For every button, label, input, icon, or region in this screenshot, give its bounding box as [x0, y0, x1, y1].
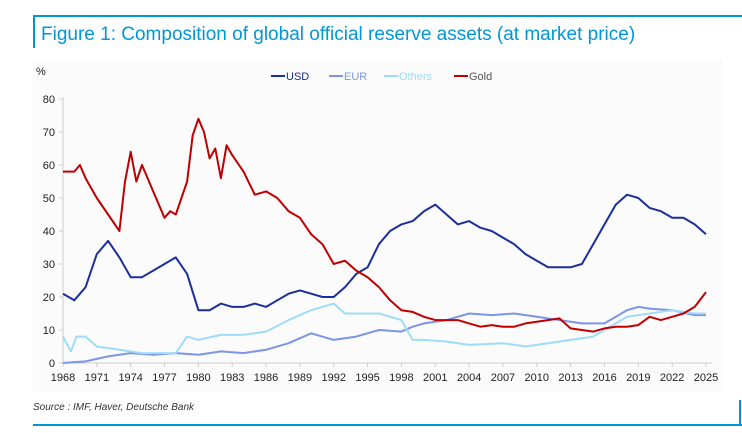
series-line-gold: [63, 117, 707, 333]
x-tick-label: 1992: [321, 372, 345, 384]
y-tick-label: 70: [43, 127, 55, 139]
legend-label-eur: EUR: [344, 71, 367, 83]
x-tick-label: 1968: [51, 372, 75, 384]
frame-right-border: [739, 400, 741, 426]
x-tick-label: 2010: [525, 372, 549, 384]
y-tick-label: 50: [43, 193, 55, 205]
x-tick-label: 1980: [186, 372, 210, 384]
series-line-others: [62, 302, 706, 355]
x-tick-label: 1995: [355, 372, 379, 384]
x-tick-label: 2022: [660, 372, 684, 384]
y-tick-label: 80: [43, 94, 55, 106]
chart-background: [33, 60, 723, 392]
x-tick-label: 2013: [558, 372, 582, 384]
x-tick-label: 2025: [694, 372, 718, 384]
x-tick-label: 2019: [626, 372, 650, 384]
y-tick-label: 10: [43, 325, 55, 337]
x-tick-label: 1974: [118, 372, 142, 384]
legend-label-gold: Gold: [469, 71, 492, 83]
y-tick-label: 40: [43, 226, 55, 238]
legend-label-usd: USD: [286, 71, 309, 83]
x-tick-label: 1989: [288, 372, 312, 384]
source-note: Source : IMF, Haver, Deutsche Bank: [33, 402, 195, 413]
x-tick-label: 2004: [457, 372, 481, 384]
x-tick-label: 1977: [152, 372, 176, 384]
x-tick-label: 1986: [254, 372, 278, 384]
x-tick-label: 2007: [491, 372, 515, 384]
x-tick-label: 2001: [423, 372, 447, 384]
y-tick-label: 30: [43, 259, 55, 271]
frame-top-border: [33, 15, 742, 17]
x-tick-label: 2016: [592, 372, 616, 384]
x-tick-label: 1983: [220, 372, 244, 384]
frame-left-border: [33, 15, 35, 48]
y-tick-label: 0: [49, 358, 55, 370]
frame-bottom-border: [33, 424, 742, 426]
series-line-usd: [62, 193, 707, 312]
x-tick-label: 1998: [389, 372, 413, 384]
legend-label-others: Others: [399, 71, 433, 83]
y-axis-unit: %: [36, 66, 46, 78]
x-tick-label: 1971: [85, 372, 109, 384]
y-tick-label: 60: [43, 160, 55, 172]
y-tick-label: 20: [43, 292, 55, 304]
figure-title: Figure 1: Composition of global official…: [41, 24, 636, 45]
